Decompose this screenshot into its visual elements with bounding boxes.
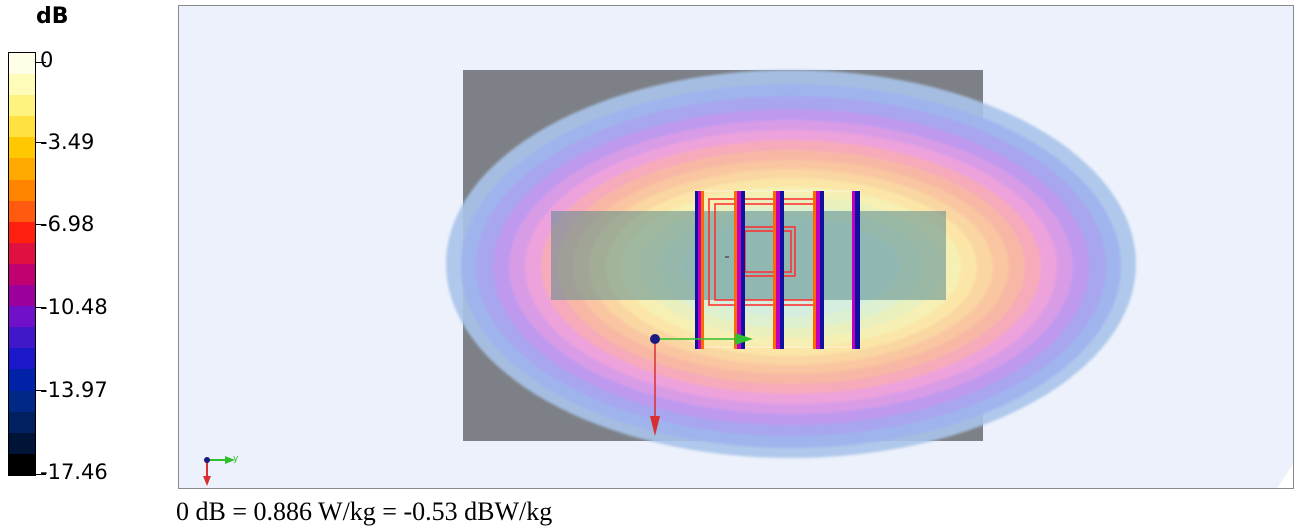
legend-tick: [36, 224, 46, 225]
legend-band-1: [9, 74, 35, 96]
legend-band-9: [9, 242, 35, 264]
legend-tick: [36, 390, 46, 391]
dipole-bar-4: [813, 191, 824, 349]
legend-band-2: [9, 95, 35, 117]
legend-band-5: [9, 158, 35, 180]
legend-band-7: [9, 200, 35, 222]
corner-clip: [1277, 464, 1293, 488]
legend-band-15: [9, 369, 35, 391]
legend-band-14: [9, 348, 35, 370]
triad-axis-label: y: [233, 454, 239, 464]
antenna-plate: [551, 211, 946, 300]
legend-band-12: [9, 306, 35, 328]
legend-tick-label-4: -13.97: [40, 378, 108, 402]
legend-tick-label-1: -3.49: [40, 130, 95, 154]
dipole-bar-5: [852, 191, 860, 349]
legend-tick: [36, 142, 46, 143]
legend-unit-label: dB: [36, 4, 69, 29]
legend-band-19: [9, 453, 35, 475]
sar-3d-viewport[interactable]: y: [178, 5, 1294, 489]
legend-band-8: [9, 221, 35, 243]
legend-tick: [36, 62, 46, 63]
legend-tick-label-5: -17.46: [40, 460, 108, 484]
legend-tick-label-0: 0: [40, 48, 54, 72]
color-legend: dB 0 -3.49 -6.98 -10.48 -13.97 -17.46: [0, 0, 175, 490]
legend-band-0: [9, 53, 35, 75]
legend-tick-label-3: -10.48: [40, 295, 108, 319]
dipole-bar-2: [734, 191, 745, 349]
legend-band-13: [9, 327, 35, 349]
center-marker: [725, 256, 729, 258]
legend-band-18: [9, 432, 35, 454]
orientation-triad: y: [203, 454, 239, 486]
legend-tick-label-2: -6.98: [40, 212, 95, 236]
legend-band-3: [9, 116, 35, 138]
legend-band-10: [9, 263, 35, 286]
dipole-bars: [695, 191, 860, 349]
dipole-bar-3: [773, 191, 784, 349]
legend-band-6: [9, 179, 35, 201]
legend-band-17: [9, 411, 35, 433]
dipole-bar-1: [695, 191, 704, 349]
reference-level-label: 0 dB = 0.886 W/kg = -0.53 dBW/kg: [176, 497, 553, 526]
legend-tick: [36, 474, 46, 475]
legend-band-4: [9, 137, 35, 159]
legend-tick: [36, 307, 46, 308]
legend-color-bar: [8, 52, 36, 476]
coordinate-axes: [650, 333, 753, 436]
legend-band-11: [9, 285, 35, 307]
legend-band-16: [9, 390, 35, 412]
sar-scene: y: [203, 70, 1293, 488]
